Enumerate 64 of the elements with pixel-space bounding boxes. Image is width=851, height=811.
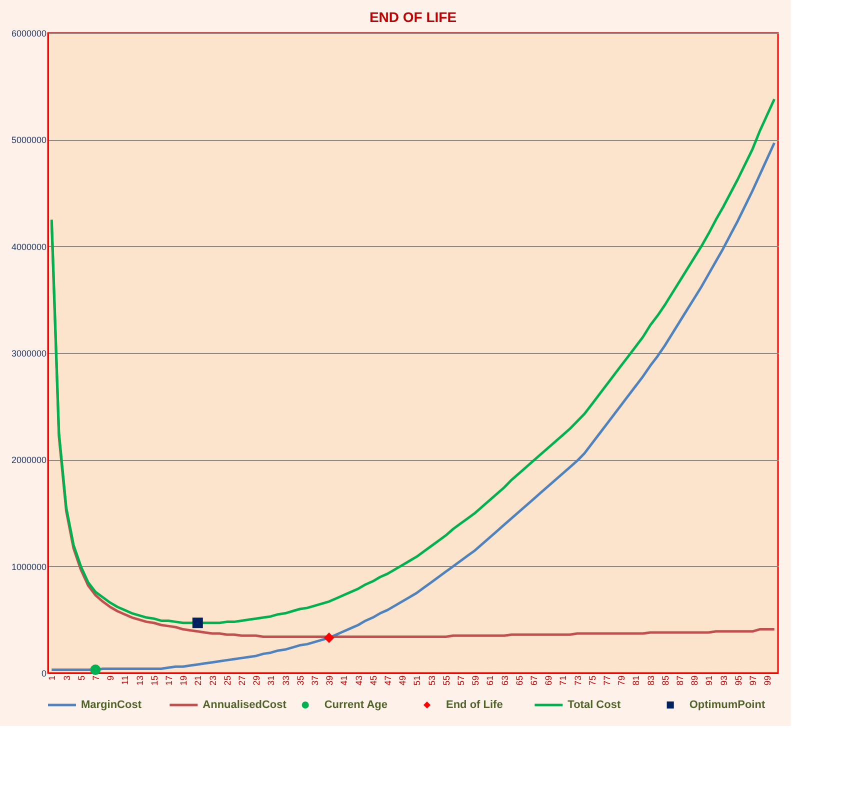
x-tick-label: 97 <box>748 676 758 686</box>
x-tick-label: 37 <box>310 676 320 686</box>
x-tick-label: 1 <box>47 676 58 681</box>
x-tick-label: 53 <box>426 676 437 686</box>
y-tick-label: 5000000 <box>11 135 46 146</box>
x-tick-label: 35 <box>295 676 306 686</box>
x-tick-label: 33 <box>280 676 291 686</box>
x-tick-label: 71 <box>558 676 568 686</box>
legend-label: AnnualisedCost <box>202 699 287 711</box>
x-tick-label: 11 <box>120 676 130 685</box>
x-tick-label: 75 <box>587 676 598 686</box>
x-tick-label: 23 <box>208 676 218 686</box>
legend-label: End of Life <box>446 699 503 711</box>
x-tick-label: 21 <box>193 676 204 686</box>
y-tick-label: 2000000 <box>11 455 46 466</box>
x-tick-label: 77 <box>602 676 612 686</box>
x-tick-label: 55 <box>441 676 452 686</box>
x-tick-label: 67 <box>528 676 539 686</box>
x-tick-label: 49 <box>398 676 408 686</box>
chart-title: END OF LIFE <box>369 9 457 25</box>
x-tick-label: 57 <box>456 676 466 686</box>
x-tick-label: 93 <box>718 676 729 686</box>
x-tick-label: 17 <box>164 676 174 686</box>
x-tick-label: 3 <box>62 676 72 681</box>
x-tick-label: 5 <box>76 676 86 681</box>
x-tick-label: 7 <box>90 676 101 681</box>
x-tick-label: 59 <box>470 676 481 686</box>
x-tick-label: 29 <box>252 676 262 686</box>
legend-label: Total Cost <box>568 699 621 711</box>
x-tick-label: 89 <box>690 676 700 686</box>
x-tick-label: 65 <box>514 676 524 686</box>
x-tick-label: 15 <box>149 676 160 686</box>
x-tick-label: 63 <box>500 676 510 686</box>
x-tick-label: 99 <box>762 676 773 686</box>
x-tick-label: 13 <box>134 676 145 686</box>
y-tick-label: 3000000 <box>11 348 46 358</box>
x-tick-label: 25 <box>222 676 232 686</box>
y-tick-label: 4000000 <box>11 242 46 252</box>
x-tick-label: 19 <box>178 676 189 686</box>
x-tick-label: 83 <box>646 676 656 686</box>
x-tick-label: 81 <box>631 676 642 686</box>
x-tick-label: 27 <box>236 676 247 686</box>
x-tick-label: 79 <box>616 676 627 686</box>
x-tick-label: 69 <box>544 676 554 686</box>
y-tick-label: 6000000 <box>11 28 46 38</box>
legend-label: MarginCost <box>81 699 142 711</box>
x-tick-label: 91 <box>704 676 714 686</box>
legend-label: Current Age <box>324 699 388 711</box>
x-tick-label: 41 <box>339 676 350 686</box>
y-tick-label: 1000000 <box>11 562 46 572</box>
x-tick-label: 95 <box>733 676 744 686</box>
x-tick-label: 9 <box>106 676 116 681</box>
legend-label: OptimumPoint <box>689 699 766 711</box>
x-tick-label: 47 <box>382 676 393 686</box>
x-tick-label: 45 <box>368 676 378 686</box>
y-tick-label: 0 <box>41 668 46 678</box>
x-tick-label: 51 <box>412 676 422 686</box>
x-tick-label: 43 <box>354 676 364 686</box>
x-tick-label: 61 <box>485 676 496 686</box>
x-tick-label: 87 <box>674 676 685 686</box>
x-tick-label: 31 <box>266 676 276 686</box>
x-tick-label: 85 <box>660 676 670 686</box>
x-tick-label: 39 <box>324 676 335 686</box>
x-tick-label: 73 <box>572 676 583 686</box>
